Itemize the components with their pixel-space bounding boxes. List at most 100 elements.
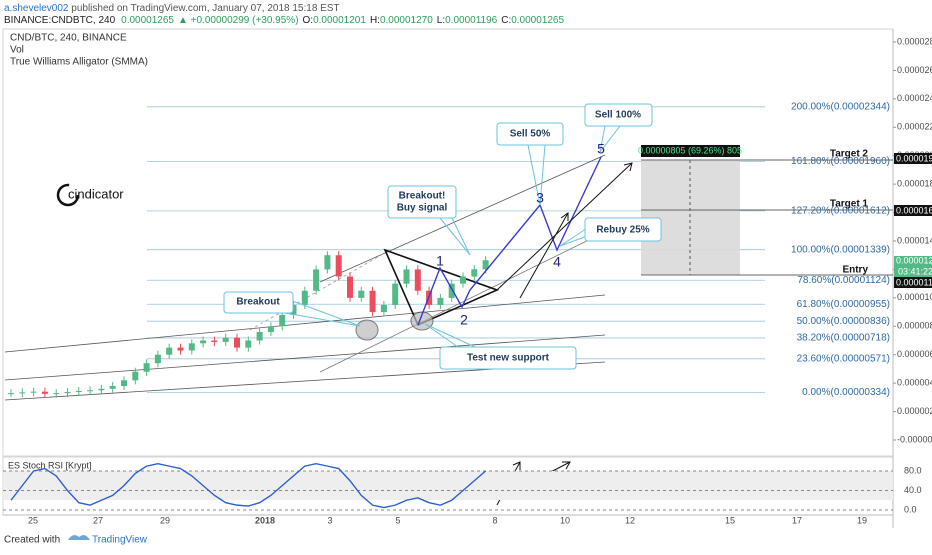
wave-label: 1	[436, 253, 444, 269]
fib-label: 161.80%(0.00001960)	[791, 156, 890, 167]
candle	[143, 363, 150, 372]
published: published on TradingView.com, January 07…	[69, 3, 340, 14]
candle	[30, 391, 37, 393]
fib-label: 23.60%(0.00000571)	[797, 353, 890, 364]
author[interactable]: a.shevelev002	[4, 3, 69, 14]
fib-label: 38.20%(0.00000718)	[797, 333, 890, 344]
candle	[403, 269, 410, 284]
logo: cindicator	[68, 186, 124, 201]
date-label: 27	[93, 515, 103, 525]
note: Rebuy 25%	[596, 225, 649, 236]
tag-bg	[894, 153, 932, 164]
price-tick-label: 0.00001000	[897, 292, 932, 302]
entry-label: Entry	[842, 265, 868, 276]
ohlc-value: 0.00001265	[511, 15, 564, 26]
candle	[154, 354, 161, 364]
logo-mark	[56, 183, 80, 207]
date-label: 3	[327, 515, 332, 525]
range-label: 0.00000805 (69.26%) 805	[638, 145, 742, 155]
stoch-line	[10, 462, 487, 509]
candle	[471, 269, 478, 277]
candle	[369, 290, 376, 313]
footer-brand[interactable]: TradingView	[92, 535, 148, 546]
candle	[8, 393, 14, 395]
price-tag: 0.00001265	[896, 255, 932, 265]
note: Sell 100%	[595, 110, 641, 121]
candle	[211, 340, 218, 342]
note: Sell 50%	[510, 129, 551, 140]
candle	[166, 347, 173, 355]
date-label: 29	[160, 515, 170, 525]
date-label: 12	[625, 515, 635, 525]
price-tick-label: 0.00001400	[897, 235, 932, 245]
fib-label: 50.00%(0.00000836)	[797, 316, 890, 327]
candle	[200, 340, 207, 344]
trendlines	[4, 154, 606, 401]
legend-item: CND/BTC, 240, BINANCE	[10, 33, 127, 44]
countdown: 03:41:22	[898, 266, 932, 276]
footer-logo	[68, 535, 90, 540]
symbol-line: BINANCE:CNDBTC, 240 0.00001265 ▲ +0.000002…	[4, 15, 564, 26]
stoch-tick-label: 0.0	[904, 504, 917, 514]
wave-path	[417, 156, 602, 326]
candle	[41, 391, 48, 394]
last: 0.00001265	[121, 15, 174, 26]
date-label: 19	[857, 515, 867, 525]
ohlc-value: 0.00001196	[445, 15, 498, 26]
candle	[460, 276, 466, 284]
date-label: 17	[792, 515, 802, 525]
candle	[64, 391, 71, 394]
candle	[256, 331, 263, 341]
wave-label: 4	[553, 254, 561, 270]
tag-bg	[894, 205, 932, 216]
date-label: 15	[725, 515, 735, 525]
price-tick-label: 0.00000200	[897, 406, 932, 416]
candle	[392, 283, 399, 305]
price-tick-label: 0.00002400	[897, 93, 932, 103]
fib-label: 61.80%(0.00000955)	[797, 299, 890, 310]
symbol: BINANCE:CNDBTC, 240	[4, 15, 116, 26]
price-tick-label: 0.00002200	[897, 122, 932, 132]
candle	[245, 340, 252, 348]
candle	[188, 343, 195, 351]
fib-label: 100.00%(0.00001339)	[791, 244, 890, 255]
candle	[448, 283, 455, 298]
candle	[347, 276, 353, 298]
candle	[279, 314, 286, 327]
fib-label: 200.00%(0.00002344)	[791, 101, 890, 112]
ohlc-key: O:	[303, 15, 314, 26]
price-tick-label: 0.00002800	[897, 36, 932, 46]
wave-label: 3	[536, 190, 544, 206]
footer-created: Created with	[4, 535, 60, 546]
fib-label: 78.60%(0.00001124)	[797, 275, 890, 286]
note: Breakout!	[399, 191, 446, 202]
stoch-band	[3, 471, 893, 500]
candle	[75, 390, 82, 392]
price-tick-label: -0.00000000	[897, 434, 932, 444]
stoch-group: 80.0 40.0 0.0	[3, 462, 922, 514]
candle	[380, 304, 387, 313]
price-tick-label: 0.00000800	[897, 321, 932, 331]
candle	[437, 297, 444, 305]
target1-label: Target 1	[830, 199, 869, 210]
tag-bg	[894, 256, 932, 277]
stoch-tick-label: 80.0	[904, 465, 922, 475]
candle	[234, 337, 240, 348]
stoch-title: ES Stoch RSI [Krypt]	[8, 460, 92, 470]
ohlc-key: H:	[370, 15, 380, 26]
ohlc-key: L:	[437, 15, 445, 26]
date-label: 5	[395, 515, 400, 525]
date-label: 25	[28, 515, 38, 525]
price-tag: 0.00001162	[896, 277, 932, 287]
price-tick-label: 0.00000400	[897, 378, 932, 388]
fib-label: 0.00%(0.00000334)	[802, 387, 890, 398]
candle	[267, 326, 274, 332]
legend-item: Vol	[10, 45, 24, 56]
date-label: 8	[492, 515, 497, 525]
note: Test new support	[467, 353, 550, 364]
ohlc-key: C:	[501, 15, 511, 26]
date-label: 2018	[255, 515, 275, 525]
candle	[121, 380, 127, 386]
